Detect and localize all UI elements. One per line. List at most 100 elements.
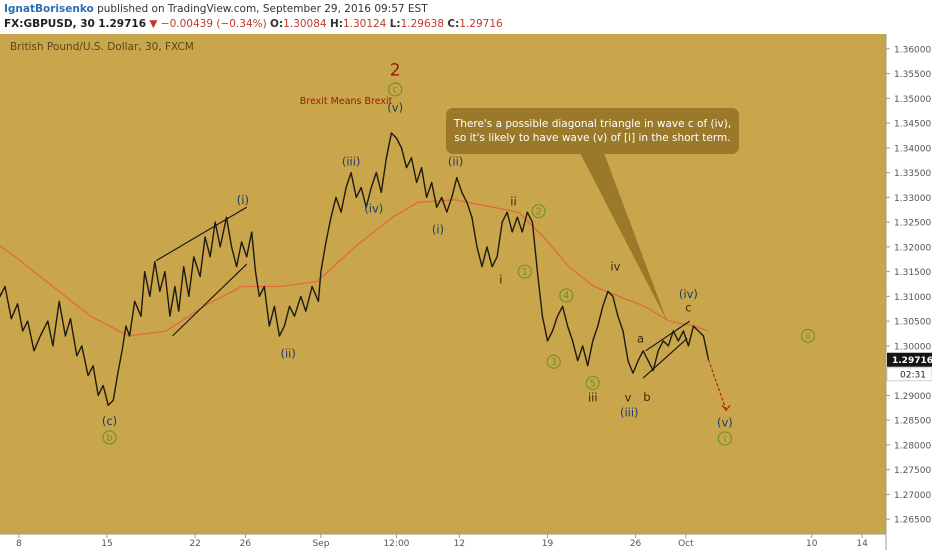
wave-label[interactable]: (i) bbox=[237, 193, 249, 207]
y-tick-label: 1.28000 bbox=[894, 441, 931, 451]
wave-label[interactable]: a bbox=[637, 331, 644, 345]
wave-label[interactable]: (iii) bbox=[342, 155, 361, 169]
wave-label[interactable]: (iii) bbox=[620, 406, 639, 420]
wave-label[interactable]: c bbox=[388, 82, 403, 97]
wave-label[interactable]: iii bbox=[588, 390, 598, 404]
published-text: published on TradingView.com, September … bbox=[97, 3, 428, 15]
open-label: O: bbox=[270, 18, 284, 30]
wave-label[interactable]: 1 bbox=[517, 264, 532, 279]
wave-label[interactable]: 5 bbox=[585, 375, 600, 391]
plot-area[interactable] bbox=[0, 34, 886, 534]
svg-text:iv: iv bbox=[610, 260, 620, 274]
y-tick-label: 1.35500 bbox=[894, 70, 931, 80]
wave-label[interactable]: b bbox=[643, 390, 650, 404]
countdown-text: 02:31 bbox=[900, 371, 926, 381]
publish-line: IgnatBorisenko published on TradingView.… bbox=[4, 3, 428, 15]
x-tick-label: 12:00 bbox=[383, 539, 409, 549]
wave-label[interactable]: ii bbox=[800, 328, 816, 344]
svg-text:c: c bbox=[393, 85, 398, 96]
wave-label[interactable]: 3 bbox=[546, 354, 561, 369]
wave-label[interactable]: b bbox=[102, 430, 117, 445]
close-value: 1.29716 bbox=[459, 18, 503, 30]
wave-label[interactable]: i bbox=[717, 431, 732, 446]
svg-text:ii: ii bbox=[510, 194, 516, 208]
y-tick-label: 1.34500 bbox=[894, 120, 931, 130]
projection-arrowhead bbox=[721, 404, 731, 412]
author-link[interactable]: IgnatBorisenko bbox=[4, 3, 94, 15]
svg-text:i: i bbox=[499, 273, 502, 287]
low-label: L: bbox=[389, 18, 401, 30]
svg-text:b: b bbox=[643, 390, 650, 404]
chart-title: British Pound/U.S. Dollar, 30, FXCM bbox=[10, 41, 194, 53]
y-tick-label: 1.29000 bbox=[894, 392, 931, 402]
trendline[interactable] bbox=[642, 338, 688, 379]
svg-text:(ii): (ii) bbox=[281, 346, 296, 360]
wave-label[interactable]: 2 bbox=[531, 204, 546, 219]
y-tick-label: 1.33000 bbox=[894, 194, 931, 204]
y-tick-label: 1.31500 bbox=[894, 268, 931, 278]
wave-label[interactable]: (v) bbox=[387, 100, 403, 114]
y-tick-label: 1.26500 bbox=[894, 516, 931, 526]
y-tick-label: 1.35000 bbox=[894, 95, 931, 105]
price-axis[interactable] bbox=[886, 34, 932, 550]
trendline[interactable] bbox=[172, 263, 248, 337]
svg-text:(iv): (iv) bbox=[679, 287, 698, 301]
callout-text: so it's likely to have wave (v) of [i] i… bbox=[454, 132, 730, 144]
x-tick-label: Oct bbox=[678, 539, 694, 549]
x-tick-label: 15 bbox=[101, 539, 112, 549]
wave-label[interactable]: iv bbox=[610, 260, 620, 274]
y-tick-label: 1.33500 bbox=[894, 169, 931, 179]
svg-text:4: 4 bbox=[563, 291, 569, 302]
wave-label[interactable]: ii bbox=[510, 194, 516, 208]
x-tick-label: 26 bbox=[240, 539, 252, 549]
wave-label[interactable]: 2 bbox=[390, 61, 401, 81]
svg-text:(v): (v) bbox=[717, 416, 733, 430]
wave-label[interactable]: (ii) bbox=[281, 346, 296, 360]
svg-text:ii: ii bbox=[805, 331, 810, 342]
symbol-label: FX:GBPUSD, 30 bbox=[4, 18, 95, 30]
wave-label[interactable]: (i) bbox=[432, 223, 444, 237]
wave-label[interactable]: v bbox=[625, 390, 632, 404]
wave-label[interactable]: (ii) bbox=[448, 155, 463, 169]
wave-label[interactable]: (iv) bbox=[364, 201, 383, 215]
x-tick-label: 26 bbox=[630, 539, 642, 549]
price-chart[interactable]: British Pound/U.S. Dollar, 30, FXCM 2 c (v… bbox=[0, 34, 932, 550]
svg-text:2: 2 bbox=[390, 61, 401, 81]
trendline[interactable] bbox=[645, 320, 690, 352]
x-tick-label: Sep bbox=[312, 539, 329, 549]
wave-label[interactable]: (iv) bbox=[679, 287, 698, 301]
high-value: 1.30124 bbox=[342, 18, 387, 30]
x-tick-label: 12 bbox=[454, 539, 465, 549]
svg-text:(ii): (ii) bbox=[448, 155, 463, 169]
moving-average-line bbox=[0, 199, 709, 337]
last-price-tag bbox=[887, 352, 932, 367]
chart-header: IgnatBorisenko published on TradingView.… bbox=[0, 0, 932, 35]
y-tick-label: 1.27500 bbox=[894, 466, 931, 476]
countdown-box bbox=[886, 367, 932, 382]
svg-text:i: i bbox=[724, 434, 727, 445]
last-price-tag-text: 1.29716 bbox=[892, 356, 932, 366]
x-tick-label: 10 bbox=[806, 539, 818, 549]
price-series-line bbox=[0, 132, 710, 406]
trendline[interactable] bbox=[155, 206, 247, 262]
callout-box[interactable] bbox=[446, 108, 739, 154]
y-tick-label: 1.28500 bbox=[894, 417, 931, 427]
price-change: −0.00439 (−0.34%) bbox=[160, 18, 267, 30]
wave-label[interactable]: 4 bbox=[559, 288, 574, 303]
wave-label[interactable]: (v) bbox=[717, 416, 733, 430]
svg-text:a: a bbox=[637, 331, 644, 345]
callout-pointer bbox=[580, 153, 667, 322]
y-tick-label: 1.30500 bbox=[894, 318, 931, 328]
wave-label[interactable]: c bbox=[685, 300, 691, 314]
wave-label[interactable]: i bbox=[499, 273, 502, 287]
x-tick-label: 8 bbox=[16, 539, 22, 549]
quote-line: FX:GBPUSD, 30 1.29716 ▼ −0.00439 (−0.34%… bbox=[4, 18, 503, 30]
open-value: 1.30084 bbox=[283, 18, 327, 30]
wave-label[interactable]: (c) bbox=[102, 414, 117, 428]
y-tick-label: 1.34000 bbox=[894, 144, 931, 154]
low-value: 1.29638 bbox=[400, 18, 445, 30]
annotation-text: Brexit Means Brexit bbox=[300, 96, 393, 107]
time-axis[interactable] bbox=[0, 534, 886, 550]
svg-text:1: 1 bbox=[522, 267, 528, 278]
x-tick-label: 14 bbox=[856, 539, 868, 549]
